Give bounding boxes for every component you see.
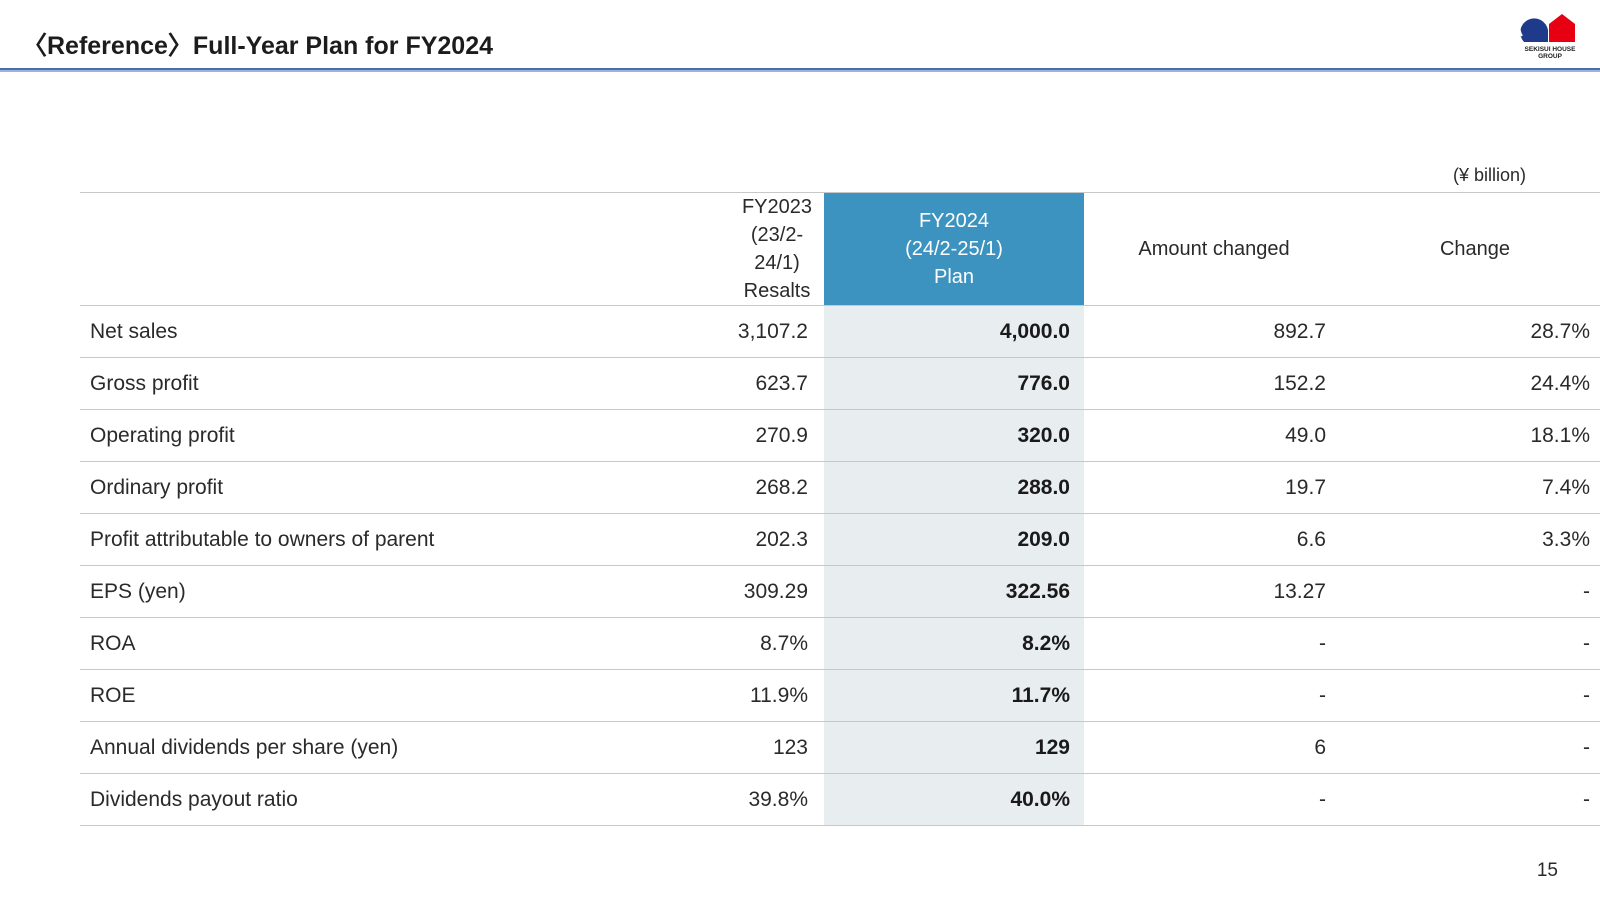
cell-fy2024: 8.2% (824, 617, 1084, 670)
cell-fy2024: 40.0% (824, 773, 1084, 826)
title-divider (0, 68, 1600, 72)
cell-fy2024: 209.0 (824, 513, 1084, 566)
cell-amount-changed: 6 (1084, 721, 1344, 774)
cell-fy2023: 123 (650, 721, 824, 774)
table-row: EPS (yen) 309.29 322.56 13.27 - (80, 565, 1600, 618)
row-label: Annual dividends per share (yen) (80, 721, 650, 774)
cell-amount-changed: - (1084, 617, 1344, 670)
cell-fy2023: 8.7% (650, 617, 824, 670)
header-fy2023-period: (23/2-24/1) (750, 224, 804, 274)
row-label: Ordinary profit (80, 461, 650, 514)
full-year-plan-table: FY2023 (23/2-24/1) Resalts FY2024 (24/2-… (80, 192, 1600, 826)
row-label: EPS (yen) (80, 565, 650, 618)
row-label: Net sales (80, 305, 650, 358)
cell-fy2024: 776.0 (824, 357, 1084, 410)
header-fy2024-period: (24/2-25/1) (905, 238, 1003, 260)
table-row: Annual dividends per share (yen) 123 129… (80, 721, 1600, 774)
header-change: Change (1344, 192, 1600, 306)
header-fy2024: FY2024 (24/2-25/1) Plan (824, 192, 1084, 306)
page-title: 〈Reference〉Full-Year Plan for FY2024 (22, 32, 494, 60)
row-label: Dividends payout ratio (80, 773, 650, 826)
header-fy2023: FY2023 (23/2-24/1) Resalts (650, 192, 824, 306)
cell-change: 28.7% (1344, 305, 1600, 358)
row-label: ROA (80, 617, 650, 670)
cell-change: - (1344, 565, 1600, 618)
header-fy2023-type: Resalts (743, 280, 811, 302)
cell-change: 7.4% (1344, 461, 1600, 514)
page-number: 15 (1536, 860, 1558, 881)
cell-fy2024: 11.7% (824, 669, 1084, 722)
cell-amount-changed: 6.6 (1084, 513, 1344, 566)
table-row: ROA 8.7% 8.2% - - (80, 617, 1600, 670)
logo-text-line2: GROUP (1538, 53, 1562, 60)
cell-amount-changed: - (1084, 669, 1344, 722)
logo-mark-icon (1518, 12, 1575, 42)
row-label: Gross profit (80, 357, 650, 410)
cell-fy2023: 11.9% (650, 669, 824, 722)
table-row: Operating profit 270.9 320.0 49.0 18.1% (80, 409, 1600, 462)
cell-change: 3.3% (1344, 513, 1600, 566)
table-row: Gross profit 623.7 776.0 152.2 24.4% (80, 357, 1600, 410)
cell-fy2023: 39.8% (650, 773, 824, 826)
cell-fy2024: 288.0 (824, 461, 1084, 514)
cell-change: - (1344, 617, 1600, 670)
cell-fy2023: 309.29 (650, 565, 824, 618)
cell-fy2024: 322.56 (824, 565, 1084, 618)
logo-text-line1: SEKISUI HOUSE (1524, 46, 1576, 53)
row-label: ROE (80, 669, 650, 722)
cell-fy2024: 320.0 (824, 409, 1084, 462)
cell-fy2023: 623.7 (650, 357, 824, 410)
cell-change: - (1344, 773, 1600, 826)
table-row: Net sales 3,107.2 4,000.0 892.7 28.7% (80, 305, 1600, 358)
cell-amount-changed: 152.2 (1084, 357, 1344, 410)
cell-amount-changed: - (1084, 773, 1344, 826)
cell-change: - (1344, 721, 1600, 774)
cell-fy2024: 129 (824, 721, 1084, 774)
header-fy2024-year: FY2024 (918, 210, 990, 232)
table-row: ROE 11.9% 11.7% - - (80, 669, 1600, 722)
header-amount-changed: Amount changed (1084, 192, 1344, 306)
cell-amount-changed: 892.7 (1084, 305, 1344, 358)
table-body: Net sales 3,107.2 4,000.0 892.7 28.7% Gr… (80, 305, 1600, 826)
unit-note: (¥ billion) (1452, 165, 1526, 185)
cell-fy2023: 202.3 (650, 513, 824, 566)
table-row: Dividends payout ratio 39.8% 40.0% - - (80, 773, 1600, 826)
cell-fy2023: 268.2 (650, 461, 824, 514)
table-row: Ordinary profit 268.2 288.0 19.7 7.4% (80, 461, 1600, 514)
table-row: Profit attributable to owners of parent … (80, 513, 1600, 566)
cell-fy2023: 270.9 (650, 409, 824, 462)
cell-change: 24.4% (1344, 357, 1600, 410)
row-label: Profit attributable to owners of parent (80, 513, 650, 566)
row-label: Operating profit (80, 409, 650, 462)
cell-change: 18.1% (1344, 409, 1600, 462)
sekisui-house-logo: SEKISUI HOUSE GROUP (1518, 12, 1582, 60)
table-header-row: FY2023 (23/2-24/1) Resalts FY2024 (24/2-… (80, 192, 1600, 306)
header-fy2023-year: FY2023 (741, 196, 813, 218)
cell-change: - (1344, 669, 1600, 722)
header-fy2024-type: Plan (933, 266, 975, 288)
header-label-column (80, 192, 650, 306)
cell-fy2024: 4,000.0 (824, 305, 1084, 358)
cell-amount-changed: 19.7 (1084, 461, 1344, 514)
cell-amount-changed: 49.0 (1084, 409, 1344, 462)
cell-fy2023: 3,107.2 (650, 305, 824, 358)
cell-amount-changed: 13.27 (1084, 565, 1344, 618)
